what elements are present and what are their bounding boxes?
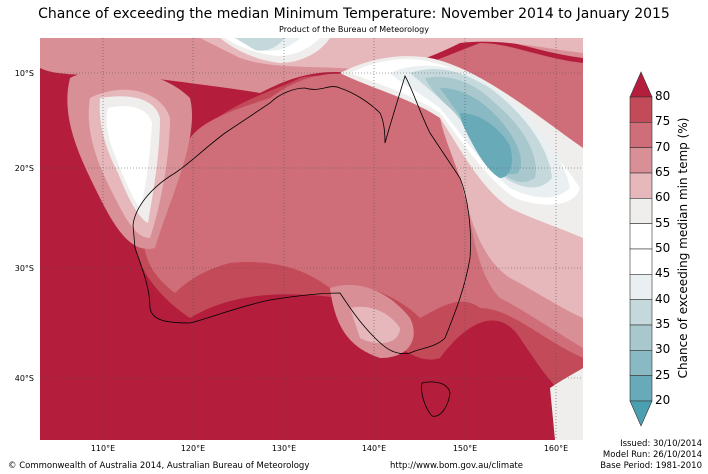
colorbar-label: Chance of exceeding median min temp (%) bbox=[676, 117, 690, 379]
bom-url-link[interactable]: http://www.bom.gov.au/climate bbox=[390, 461, 523, 471]
colorbar-tick-80: 80 bbox=[655, 89, 671, 103]
model-run-date: Model Run: 26/10/2014 bbox=[602, 450, 702, 460]
colorbar-band-60 bbox=[629, 172, 653, 199]
probability-map bbox=[40, 38, 583, 440]
contour-55-se bbox=[550, 368, 583, 440]
colorbar-band-70 bbox=[629, 122, 653, 148]
tasmania-coastline bbox=[421, 381, 451, 417]
base-period: Base Period: 1981-2010 bbox=[600, 461, 702, 471]
colorbar-tick-45: 45 bbox=[655, 266, 671, 281]
contour-50-west bbox=[106, 106, 152, 208]
map-title: Chance of exceeding the median Minimum T… bbox=[38, 6, 670, 22]
colorbar-band-45 bbox=[629, 248, 653, 275]
lon-label-110e: 110°E bbox=[90, 444, 116, 453]
lon-label-140e: 140°E bbox=[361, 444, 387, 453]
graticule bbox=[40, 38, 583, 440]
colorbar-tick-65: 65 bbox=[655, 165, 671, 179]
colorbar-tick-75: 75 bbox=[655, 114, 671, 129]
colorbar-tick-50: 50 bbox=[655, 241, 671, 255]
colorbar-band-50 bbox=[629, 223, 653, 250]
lon-label-120e: 120°E bbox=[180, 444, 206, 453]
colorbar bbox=[629, 71, 653, 427]
colorbar-band-35 bbox=[629, 299, 653, 326]
colorbar-tick-55: 55 bbox=[655, 215, 671, 230]
colorbar-tick-35: 35 bbox=[655, 317, 671, 331]
australia-coastline bbox=[132, 74, 471, 355]
contour-60-se bbox=[350, 306, 400, 344]
lat-label-30s: 30°S bbox=[14, 264, 34, 273]
contour-35-north bbox=[235, 38, 285, 51]
colorbar-tick-70: 70 bbox=[655, 139, 671, 154]
colorbar-band-25 bbox=[629, 350, 653, 376]
colorbar-band-20 bbox=[629, 375, 653, 402]
colorbar-band-65 bbox=[629, 147, 653, 174]
colorbar-band-30 bbox=[629, 324, 653, 351]
colorbar-tick-60: 60 bbox=[655, 190, 671, 205]
colorbar-tick-20: 20 bbox=[655, 393, 671, 407]
colorbar-band-40 bbox=[629, 274, 653, 300]
colorbar-tick-30: 30 bbox=[655, 342, 671, 357]
colorbar-band-55 bbox=[629, 198, 653, 224]
issued-date: Issued: 30/10/2014 bbox=[620, 439, 702, 449]
map-subtitle: Product of the Bureau of Meteorology bbox=[279, 25, 429, 34]
colorbar-extend-high bbox=[629, 71, 653, 98]
colorbar-band-75 bbox=[629, 96, 653, 123]
lat-label-20s: 20°S bbox=[14, 164, 34, 173]
lat-label-10s: 10°S bbox=[14, 69, 34, 78]
colorbar-tick-25: 25 bbox=[655, 367, 671, 382]
colorbar-extend-low bbox=[629, 400, 653, 427]
copyright-text: © Commonwealth of Australia 2014, Austra… bbox=[8, 461, 310, 471]
lon-label-130e: 130°E bbox=[271, 444, 297, 453]
lon-label-150e: 150°E bbox=[452, 444, 478, 453]
contour-20 bbox=[460, 113, 512, 178]
lat-label-40s: 40°S bbox=[14, 374, 34, 383]
colorbar-tick-40: 40 bbox=[655, 291, 671, 306]
lon-label-160e: 160°E bbox=[543, 444, 569, 453]
contour-70-patch bbox=[230, 119, 269, 160]
